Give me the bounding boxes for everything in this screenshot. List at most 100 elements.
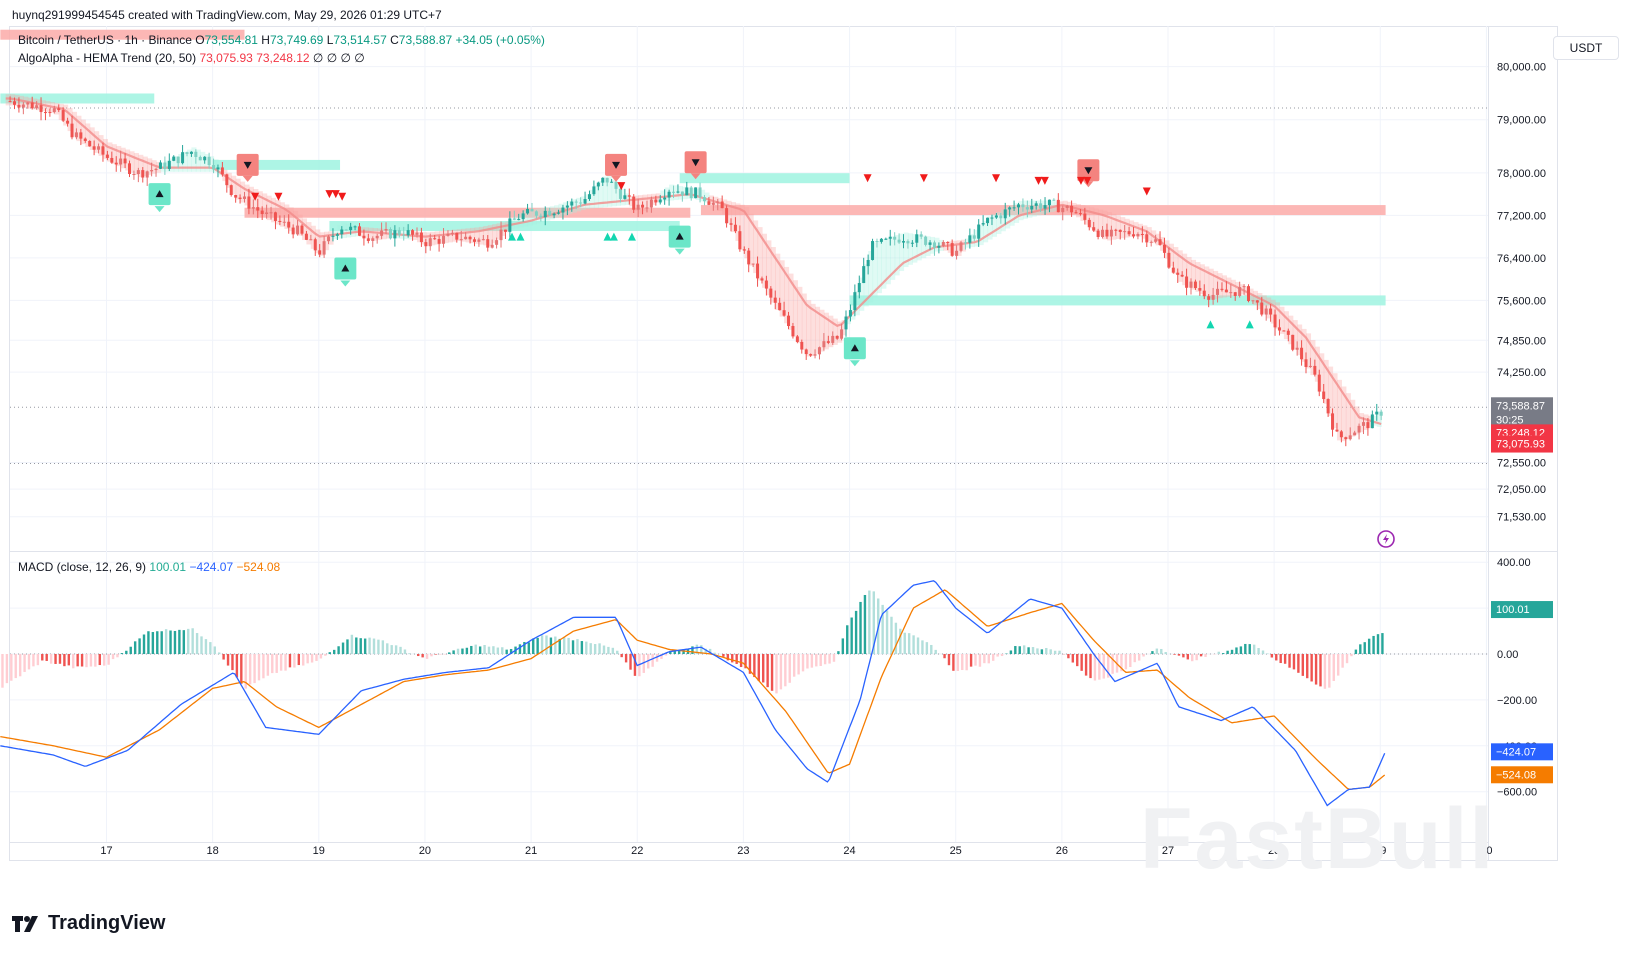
candle-body [52, 108, 56, 113]
candle-body [977, 224, 981, 239]
candle-body [915, 234, 919, 243]
macd-histogram-bar [894, 622, 898, 654]
hema-ribbon-segment [527, 209, 533, 226]
macd-histogram-bar [881, 604, 884, 654]
macd-histogram-bar [1133, 654, 1136, 663]
hema-ribbon-segment [585, 194, 591, 209]
candle-body [1379, 411, 1383, 416]
candle-body [242, 196, 246, 199]
candle-body [848, 310, 852, 317]
hema-ribbon-segment [731, 202, 737, 233]
hema-slow-label-text: 73,075.93 [1496, 439, 1545, 451]
candle-body [1074, 212, 1078, 214]
macd-histogram-bar [806, 654, 809, 669]
candle-body [114, 162, 118, 165]
hema-ribbon-segment [598, 181, 604, 208]
macd-histogram-bar [1040, 649, 1044, 654]
candle-body [132, 173, 136, 175]
macd-histogram-bar [288, 654, 292, 668]
candle-body [835, 335, 839, 339]
small-down-triangle-icon [919, 174, 928, 183]
candle-body [906, 241, 910, 244]
hema-ribbon-segment [324, 231, 330, 251]
macd-signal-label-text: −524.08 [1496, 769, 1536, 781]
hema-ribbon-segment [1093, 208, 1099, 233]
macd-histogram-bar [310, 654, 314, 663]
macd-histogram-bar [1310, 654, 1313, 682]
macd-signal-line [0, 589, 1386, 790]
macd-histogram-bar [107, 654, 110, 665]
macd-histogram-bar [226, 654, 230, 666]
candle-body [1083, 213, 1087, 220]
hema-ribbon-segment [921, 235, 927, 259]
candle-body [362, 235, 366, 239]
hema-ribbon-segment [841, 320, 847, 336]
hema-ribbon-segment [1301, 328, 1307, 362]
currency-button[interactable]: USDT [1553, 36, 1619, 60]
candle-body [203, 156, 207, 161]
macd-histogram-bar [1323, 654, 1327, 689]
candle-body [287, 221, 291, 228]
candle-body [919, 234, 923, 237]
indicator-name[interactable]: AlgoAlpha - HEMA Trend [18, 51, 152, 65]
candle-body [74, 132, 78, 138]
macd-histogram-bar [1292, 654, 1296, 670]
hema-ribbon-segment [63, 104, 69, 126]
hema-ribbon-segment [1129, 220, 1135, 237]
macd-hist-label: 100.01 [1491, 601, 1553, 619]
candle-body [1149, 241, 1153, 243]
macd-histogram-bar [518, 644, 522, 654]
macd-histogram-bar [492, 646, 495, 654]
signal-pointer [242, 175, 253, 182]
macd-histogram-bar [1363, 642, 1366, 654]
candle-body [742, 249, 746, 251]
candle-body [1202, 290, 1206, 297]
bear-zone [244, 207, 691, 218]
hema-ribbon-segment [545, 207, 551, 221]
macd-histogram-bar [27, 654, 31, 670]
hema-ribbon-segment [991, 214, 997, 237]
macd-histogram-bar [1098, 654, 1101, 680]
symbol-title[interactable]: Bitcoin / TetherUS · 1h · Binance [18, 33, 192, 47]
candle-body [322, 241, 326, 255]
hema-ribbon-segment [195, 149, 201, 172]
macd-name[interactable]: MACD (close, 12, 26, 9) [18, 560, 147, 574]
candle-body [1012, 207, 1016, 209]
macd-histogram-bar [350, 634, 354, 654]
macd-histogram-bar [169, 630, 172, 654]
candle-body [495, 240, 499, 245]
hema-ribbon-segment [1027, 200, 1033, 218]
hema-ribbon-segment [1283, 311, 1289, 340]
candle-body [1171, 267, 1175, 273]
macd-histogram-bar [505, 649, 508, 654]
hema-ribbon-segment [505, 221, 511, 233]
candle-body [1216, 288, 1220, 295]
macd-histogram-bar [1328, 654, 1331, 688]
ohlc-high: 73,749.69 [269, 33, 324, 47]
signal-pointer [611, 175, 622, 182]
macd-histogram-bar [222, 654, 225, 660]
macd-histogram-bar [708, 648, 712, 654]
macd-histogram-bar [673, 649, 676, 654]
macd-histogram-bar [1235, 647, 1238, 654]
hema-ribbon-segment [961, 239, 967, 252]
hema-ribbon-segment [1323, 359, 1329, 404]
hema-ribbon-segment [76, 115, 82, 142]
macd-histogram-bar [996, 654, 999, 657]
hema-ribbon-segment [952, 240, 958, 256]
macd-histogram-bar [213, 646, 216, 654]
macd-histogram-bar [1142, 654, 1145, 657]
macd-histogram-bar [655, 654, 659, 662]
candle-body [455, 232, 459, 240]
candle-body [225, 174, 229, 186]
macd-histogram-bar [240, 654, 243, 684]
tradingview-logo[interactable]: TradingView [12, 912, 165, 935]
x-tick-label: 28 [1268, 845, 1280, 857]
hema-ribbon-segment [868, 250, 874, 303]
hema-ribbon-segment [978, 225, 984, 246]
macd-histogram-bar [447, 652, 451, 654]
macd-histogram-bar [1319, 654, 1322, 687]
hema-ribbon-segment [244, 184, 250, 206]
hema-ribbon-segment [815, 306, 821, 354]
